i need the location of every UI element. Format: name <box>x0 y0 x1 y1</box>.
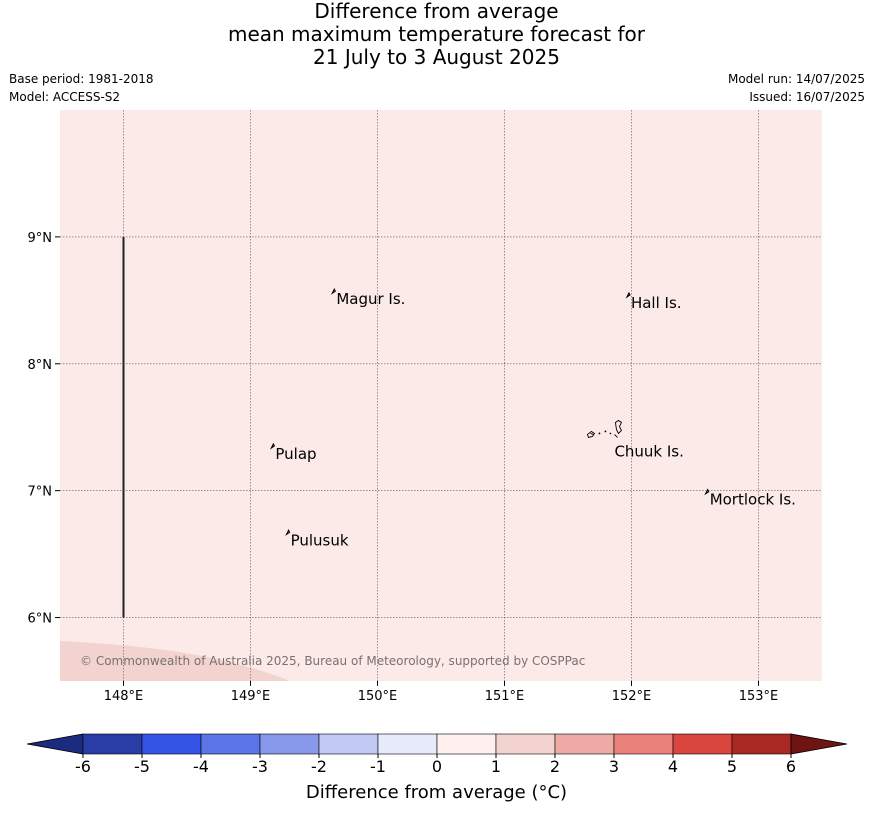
map-background <box>60 110 822 681</box>
colorbar-tick-label: 3 <box>609 757 619 776</box>
island-outline <box>704 488 710 496</box>
island-outline <box>586 430 596 438</box>
place-label: Hall Is. <box>631 294 682 312</box>
colorbar-segment <box>259 733 320 755</box>
latitude-tick-label: 9°N <box>28 231 53 246</box>
model-text: Model: ACCESS-S2 <box>9 90 121 104</box>
island-dot <box>604 430 607 433</box>
island-outline <box>330 287 337 295</box>
latitude-tick-label: 6°N <box>28 612 53 627</box>
model-run-text: Model run: 14/07/2025 <box>727 72 865 86</box>
longitude-tick-label: 149°E <box>231 689 271 704</box>
longitude-tick-label: 151°E <box>485 689 525 704</box>
colorbar-tick-label: 2 <box>550 757 560 776</box>
colorbar-tick-label: -4 <box>193 757 209 776</box>
place-label: Pulusuk <box>291 531 349 549</box>
colorbar-tick-label: 0 <box>432 757 442 776</box>
colorbar-segment <box>141 733 202 755</box>
longitude-tick-label: 150°E <box>358 689 398 704</box>
colorbar-segment <box>318 733 379 755</box>
longitude-tick-label: 152°E <box>612 689 652 704</box>
colorbar-tick-label: -2 <box>311 757 327 776</box>
colorbar-tick-label: -3 <box>252 757 268 776</box>
title-line-2: mean maximum temperature forecast for <box>227 22 645 46</box>
colorbar-segment <box>613 733 674 755</box>
copyright-notice: © Commonwealth of Australia 2025, Bureau… <box>80 654 585 668</box>
colorbar-segment <box>672 733 733 755</box>
colorbar-segment <box>200 733 261 755</box>
issued-text: Issued: 16/07/2025 <box>749 90 865 104</box>
colorbar-segment <box>82 733 143 755</box>
anomaly-band-region <box>60 641 290 681</box>
colorbar-tick-label: -5 <box>134 757 150 776</box>
colorbar-label: Difference from average (°C) <box>305 782 568 803</box>
meta-right: Model run: 14/07/2025 Issued: 16/07/2025 <box>728 70 865 106</box>
title-line-3: 21 July to 3 August 2025 <box>313 45 560 69</box>
colorbar-tick-label: -6 <box>75 757 91 776</box>
colorbar-segment <box>554 733 615 755</box>
colorbar-tick-label: 4 <box>668 757 678 776</box>
base-period-text: Base period: 1981-2018 <box>9 72 154 86</box>
place-hall-is: Hall Is. <box>625 291 682 312</box>
meta-left: Base period: 1981-2018 Model: ACCESS-S2 <box>9 70 154 106</box>
longitude-tick-label: 153°E <box>739 689 779 704</box>
map-title: Difference from average mean maximum tem… <box>0 0 873 69</box>
latitude-tick-label: 8°N <box>28 358 53 373</box>
colorbar-tick-label: 1 <box>491 757 501 776</box>
place-magur-is: Magur Is. <box>330 287 405 308</box>
island-outline <box>269 442 276 450</box>
island-outline <box>614 419 623 435</box>
latitude-tick-label: 7°N <box>28 485 53 500</box>
colorbar-tick-label: 5 <box>727 757 737 776</box>
place-pulusuk: Pulusuk <box>285 529 349 549</box>
place-label: Pulap <box>275 445 316 463</box>
title-line-1: Difference from average <box>314 0 559 23</box>
colorbar-tick-label: 6 <box>786 757 796 776</box>
colorbar-segment <box>377 733 438 755</box>
place-label: Mortlock Is. <box>710 491 796 509</box>
colorbar-segment <box>731 733 792 755</box>
island-dot <box>598 432 601 435</box>
colorbar-segment <box>436 733 497 755</box>
island-dot <box>609 432 612 435</box>
island-outline <box>625 291 631 299</box>
place-label: Magur Is. <box>336 290 405 308</box>
place-chuuk-is: Chuuk Is. <box>586 419 684 460</box>
longitude-tick-label: 148°E <box>104 689 144 704</box>
place-pulap: Pulap <box>269 442 317 463</box>
colorbar-over-arrow <box>790 733 848 755</box>
island-outline <box>285 529 291 536</box>
place-mortlock-is: Mortlock Is. <box>704 488 796 509</box>
colorbar-under-arrow <box>26 733 84 755</box>
colorbar-segment <box>495 733 556 755</box>
map-figure: 148°E 149°E 150°E 151°E 152°E 153°E 9°N 8°N 7°N 6… <box>26 110 848 776</box>
island-outline <box>614 434 618 438</box>
colorbar-tick-label: -1 <box>370 757 386 776</box>
place-label: Chuuk Is. <box>614 442 683 460</box>
